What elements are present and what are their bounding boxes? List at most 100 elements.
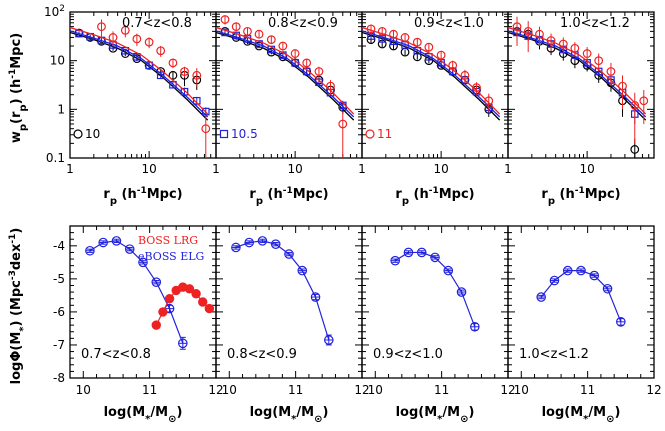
y-tick-label: 0.1 (46, 151, 65, 165)
data-point (164, 293, 175, 304)
y-tick-label: -7 (53, 338, 65, 352)
data-point (310, 292, 321, 302)
data-point (448, 60, 458, 70)
data-point (168, 70, 178, 80)
data-point (198, 297, 208, 307)
legend-label: eBOSS ELG (138, 250, 204, 263)
data-point (412, 52, 422, 62)
x-tick-label: 11 (142, 383, 157, 397)
data-point (220, 15, 230, 24)
data-point (184, 284, 195, 294)
x-tick-label: 12 (354, 383, 369, 397)
data-point (639, 96, 649, 106)
data-point (138, 257, 148, 268)
data-point (232, 31, 240, 40)
y-tick-label: 1 (57, 102, 65, 116)
top-xlabel: rp (h-1Mpc) (249, 186, 328, 207)
data-point (523, 26, 533, 36)
data-point (132, 34, 142, 44)
data-point (98, 237, 108, 248)
data-point (169, 80, 177, 89)
data-point (168, 58, 178, 68)
redshift-label: 0.7<z<0.8 (122, 16, 192, 31)
data-point (606, 67, 616, 76)
data-point (389, 29, 398, 39)
x-tick-label: 1 (212, 162, 220, 176)
data-point (201, 124, 211, 134)
smf-line-blue (540, 270, 622, 323)
y-tick-label: 10 (50, 54, 65, 68)
bottom-xlabel: log(M*/M⊙) (542, 405, 621, 425)
data-point (630, 101, 640, 110)
y-tick-label: -8 (53, 371, 65, 385)
data-point (570, 43, 580, 53)
data-point (156, 46, 166, 56)
data-point (443, 265, 454, 276)
data-point (221, 28, 229, 37)
x-tick-label: 10 (76, 383, 91, 397)
data-point (124, 244, 135, 254)
redshift-label: 1.0<z<1.2 (560, 16, 630, 31)
data-point (616, 317, 626, 327)
data-point (403, 247, 414, 258)
y-tick-label: -5 (53, 272, 65, 286)
top-xlabel: rp (h-1Mpc) (103, 186, 182, 207)
wp-panel-2: 1 10 rp (h-1Mpc) 0.8<z<0.9 10.5*<11 (212, 11, 363, 207)
smf-panel-4: 10 11 12 log(M*/M⊙) 1.0<z<1.2 (507, 225, 662, 425)
data-point (151, 277, 162, 287)
data-point (366, 24, 376, 34)
legend-label: 11*<11.5 (377, 127, 392, 141)
model-line-blue (216, 30, 355, 118)
data-point (377, 26, 387, 36)
panel-frame (507, 225, 655, 379)
x-tick-label: 12 (208, 383, 223, 397)
data-point (324, 335, 334, 345)
panel-frame (507, 11, 655, 159)
data-point (425, 53, 433, 61)
data-point (302, 58, 312, 68)
data-point (133, 53, 141, 61)
redshift-label: 0.8<z<0.9 (268, 16, 338, 31)
legend-marker (219, 129, 229, 139)
data-point (314, 67, 324, 76)
data-point (243, 26, 252, 36)
data-point (400, 33, 410, 42)
legend-marker (365, 129, 375, 139)
redshift-label: 0.9<z<1.0 (373, 347, 443, 362)
data-point (201, 107, 210, 116)
data-point (151, 320, 161, 330)
legend-label: 10*<10.5 (85, 127, 100, 141)
data-point (156, 71, 165, 80)
data-point (472, 83, 481, 92)
data-point (284, 249, 294, 259)
x-tick-label: 1 (504, 162, 512, 176)
plot-area (70, 19, 211, 158)
data-point (594, 56, 604, 66)
data-point (270, 239, 281, 249)
data-point (576, 265, 586, 276)
data-point (484, 96, 494, 106)
bottom-xlabel: log(M*/M⊙) (104, 405, 183, 425)
x-tick-label: 10 (433, 162, 448, 176)
wp-panel-4: 1 10 rp (h-1Mpc) 1.0<z<1.2 (504, 11, 655, 207)
data-point (456, 287, 467, 297)
data-point (231, 242, 241, 253)
data-point (97, 22, 106, 32)
smf-panel-1: 10 11 12 log(M*/M⊙) -4 -5 -6 -7 -8 0.7<z<0.8 BOSS … (53, 225, 224, 425)
x-tick-label: 11 (434, 383, 449, 397)
data-point (192, 96, 201, 105)
top-xlabel: rp (h-1Mpc) (541, 186, 620, 207)
x-tick-label: 10 (579, 162, 594, 176)
data-point (254, 29, 264, 39)
x-tick-label: 10 (368, 383, 383, 397)
data-point (257, 236, 268, 246)
data-point (158, 307, 168, 317)
plot-area (216, 15, 355, 158)
smf-panel-2: 10 11 12 log(M*/M⊙) 0.8<z<0.9 (215, 225, 370, 425)
data-point (536, 292, 546, 302)
legend-label: BOSS LRG (138, 234, 198, 247)
data-point (192, 70, 202, 80)
x-tick-label: 10 (287, 162, 302, 176)
data-point (424, 42, 434, 52)
